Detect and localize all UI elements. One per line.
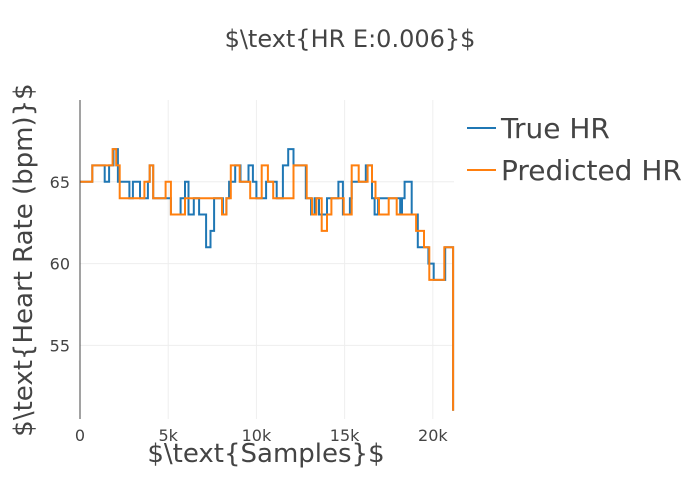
- y-tick-label: 55: [50, 336, 70, 355]
- series-line-predicted-hr: [80, 148, 455, 411]
- x-tick-label: 0: [75, 426, 85, 445]
- x-axis-title: $\text{Samples}$: [147, 439, 384, 469]
- chart-title: $\text{HR E:0.006}$: [225, 25, 476, 53]
- y-tick-label: 65: [50, 173, 70, 192]
- x-tick-label: 10k: [242, 426, 272, 445]
- series-group: [80, 148, 455, 411]
- tick-group: 0 5k 10k 15k 20k 55 60 65: [50, 173, 449, 445]
- x-tick-label: 5k: [158, 426, 178, 445]
- legend-group: True HR Predicted HR: [467, 112, 682, 187]
- legend-label: True HR: [500, 112, 610, 145]
- y-axis-title: $\text{Heart Rate (bpm)}$: [9, 83, 39, 436]
- x-tick-label: 15k: [330, 426, 360, 445]
- y-tick-label: 60: [50, 255, 70, 274]
- legend-label: Predicted HR: [501, 154, 682, 187]
- x-tick-label: 20k: [418, 426, 448, 445]
